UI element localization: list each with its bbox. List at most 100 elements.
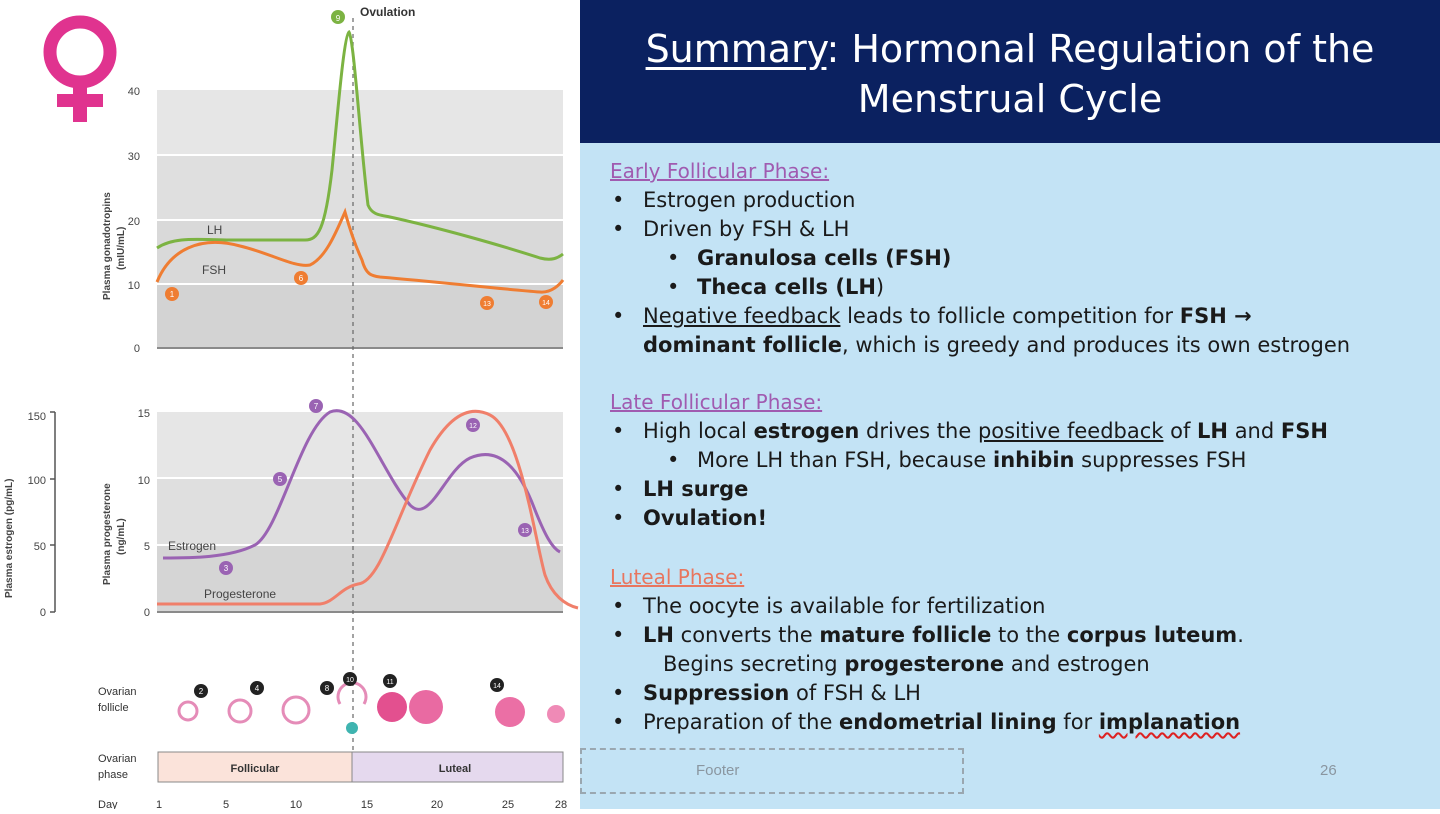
phase-label: Ovarian: [98, 753, 137, 765]
menstrual-cycle-graph: 40 30 20 10 0 Plasma gonadotropins (mIU/…: [4, 5, 579, 811]
svg-text:12: 12: [469, 423, 477, 430]
svg-text:2: 2: [199, 687, 204, 696]
follicle-marker-2: 2: [194, 684, 208, 698]
svg-text:11: 11: [386, 679, 393, 686]
lh-curve: [156, 29, 564, 261]
day-tick-28: 28: [555, 799, 567, 809]
early-follicular-heading: Early Follicular Phase:: [610, 159, 830, 183]
top-tick-20: 20: [128, 216, 140, 228]
svg-text:13: 13: [521, 528, 529, 535]
follicle-images: [177, 681, 565, 734]
marker-purple-5: 5: [273, 472, 287, 486]
prog-ylabel-unit: (ng/mL): [116, 518, 127, 555]
fsh-label: FSH: [202, 263, 226, 277]
estrogen-tick-50: 50: [34, 541, 46, 553]
svg-text:3: 3: [224, 564, 229, 573]
bullet-driven-by: • Driven by FSH & LH: [612, 217, 850, 241]
prog-tick-5: 5: [144, 541, 150, 553]
title-bar: Summary: Hormonal Regulation of the Mens…: [580, 0, 1440, 143]
marker-green-top: 9: [331, 10, 345, 24]
bullet-preparation: • Preparation of the endometrial lining f…: [612, 710, 1241, 734]
marker-orange-14: 14: [539, 295, 553, 309]
lh-label: LH: [207, 223, 222, 237]
top-panel-bg: [157, 90, 563, 349]
day-tick-20: 20: [431, 799, 443, 809]
follicular-label: Follicular: [231, 763, 281, 775]
top-ylabel: Plasma gonadotropins: [102, 192, 113, 300]
day-tick-1: 1: [156, 799, 162, 809]
follicle-marker-4: 4: [250, 681, 264, 695]
marker-purple-3: 3: [219, 561, 233, 575]
bullet-lh-converts: • LH converts the mature follicle to the …: [612, 623, 1244, 647]
day-tick-25: 25: [502, 799, 514, 809]
svg-text:6: 6: [299, 274, 304, 283]
svg-text:14: 14: [542, 300, 550, 307]
svg-text:8: 8: [325, 684, 330, 693]
top-ylabel-unit: (mIU/mL): [116, 227, 127, 270]
ovulation-label: Ovulation: [360, 5, 415, 19]
prog-tick-0: 0: [144, 607, 150, 619]
bullet-suppression: • Suppression of FSH & LH: [612, 681, 921, 705]
marker-orange-6: 6: [294, 271, 308, 285]
svg-text:14: 14: [493, 683, 501, 690]
follicle-marker-11: 11: [383, 674, 397, 688]
estrogen-axis: [50, 411, 56, 613]
phase-label-2: phase: [98, 769, 128, 781]
top-tick-0: 0: [134, 343, 140, 355]
summary-panel: Summary: Hormonal Regulation of the Mens…: [580, 0, 1440, 809]
top-tick-40: 40: [128, 86, 140, 98]
estrogen-tick-100: 100: [28, 475, 46, 487]
bullet-estrogen-production: • Estrogen production: [612, 188, 856, 212]
title-underlined: Summary: [645, 27, 827, 71]
svg-text:13: 13: [483, 301, 491, 308]
estrogen-ylabel: Plasma estrogen (pg/mL): [4, 479, 15, 598]
bullet-lh-converts-cont: Begins secreting progesterone and estrog…: [663, 652, 1150, 676]
fsh-curve: [155, 207, 565, 294]
follicular-phase-bar: [157, 751, 353, 783]
follicle-label-2: follicle: [98, 702, 129, 714]
late-follicular-heading: Late Follicular Phase:: [610, 390, 823, 414]
day-tick-10: 10: [290, 799, 302, 809]
day-tick-15: 15: [361, 799, 373, 809]
bullet-high-estrogen: • High local estrogen drives the positive…: [612, 419, 1328, 443]
top-tick-10: 10: [128, 280, 140, 292]
prog-ylabel: Plasma progesterone: [102, 483, 113, 585]
top-tick-30: 30: [128, 151, 140, 163]
marker-orange-1: 1: [165, 287, 179, 301]
marker-orange-13: 13: [480, 296, 494, 310]
svg-text:1: 1: [170, 290, 175, 299]
follicle-label: Ovarian: [98, 686, 137, 698]
slide-content: Early Follicular Phase: • Estrogen produc…: [610, 156, 1430, 737]
estrogen-tick-0: 0: [40, 607, 46, 619]
day-label: Day: [98, 799, 118, 809]
footer: Footer: [580, 748, 964, 794]
estrogen-label: Estrogen: [168, 539, 216, 553]
svg-text:9: 9: [336, 14, 341, 23]
page-number: 26: [1320, 762, 1337, 779]
prog-tick-15: 15: [138, 408, 150, 420]
svg-text:4: 4: [255, 684, 260, 693]
svg-text:5: 5: [278, 475, 283, 484]
bottom-panel-bg: [157, 412, 563, 613]
follicle-marker-14: 14: [490, 678, 504, 692]
follicle-marker-8: 8: [320, 681, 334, 695]
follicle-marker-10: 10: [343, 672, 357, 686]
progesterone-label: Progesterone: [204, 587, 276, 601]
hormone-figure: 40 30 20 10 0 Plasma gonadotropins (mIU/…: [0, 0, 580, 811]
bullet-lh-surge: • LH surge: [612, 477, 749, 501]
svg-text:7: 7: [314, 402, 319, 411]
bullet-negative-feedback: • Negative feedback leads to follicle com…: [612, 304, 1252, 328]
title-rest: : Hormonal Regulation of the Menstrual C…: [826, 27, 1375, 121]
svg-text:10: 10: [346, 677, 354, 684]
marker-purple-7: 7: [309, 399, 323, 413]
estrogen-tick-150: 150: [28, 411, 46, 423]
sub-inhibin: • More LH than FSH, because inhibin suppr…: [667, 448, 1247, 472]
luteal-label: Luteal: [439, 763, 471, 775]
venus-icon: [43, 15, 117, 122]
prog-tick-10: 10: [138, 475, 150, 487]
luteal-heading: Luteal Phase:: [610, 565, 745, 589]
sub-theca: • Theca cells (LH): [667, 275, 885, 299]
bullet-oocyte: • The oocyte is available for fertilizati…: [612, 594, 1046, 618]
sub-granulosa: • Granulosa cells (FSH): [667, 246, 952, 270]
bullet-ovulation: • Ovulation!: [612, 506, 768, 530]
